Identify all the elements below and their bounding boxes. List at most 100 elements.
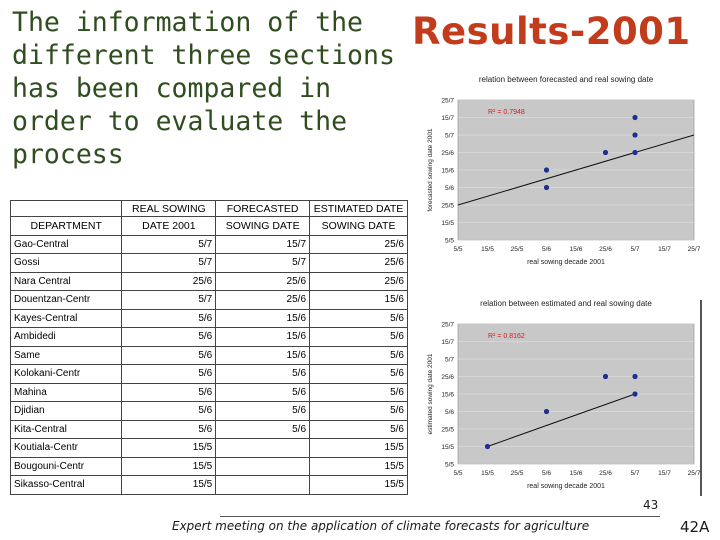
table-header-row: REAL SOWING FORECASTED ESTIMATED DATE (9, 200, 408, 217)
intro-line: The information of the (12, 7, 363, 38)
date-cell: 5/6 (121, 419, 217, 439)
chart-estimated-svg: relation between estimated and real sowi… (427, 299, 701, 490)
y-tick-label: 25/6 (441, 150, 454, 157)
y-tick-label: 15/5 (441, 220, 454, 227)
table-header-cell: SOWING DATE (215, 216, 311, 236)
table-header-cell (9, 200, 123, 217)
date-cell: 5/7 (121, 290, 217, 310)
date-cell: 5/6 (121, 308, 217, 328)
page-number: 43 (643, 498, 659, 512)
y-tick-label: 25/7 (441, 98, 454, 105)
department-cell: Sikasso-Central (9, 475, 123, 495)
department-cell: Douentzan-Centr (9, 290, 123, 310)
chart-estimated-vs-real: relation between estimated and real sowi… (422, 294, 704, 494)
date-cell: 15/5 (309, 475, 408, 495)
y-tick-label: 25/5 (441, 203, 454, 210)
department-cell: Gossi (9, 253, 123, 273)
table-row: Nara Central 25/6 25/6 25/6 (9, 271, 408, 291)
x-axis-label: real sowing decade 2001 (527, 483, 605, 490)
intro-line: has been compared in (12, 73, 332, 104)
x-tick-label: 25/6 (599, 470, 612, 477)
y-tick-label: 5/6 (445, 409, 454, 416)
y-axis-label: forecasted sowing date 2001 (427, 128, 434, 211)
x-tick-label: 5/5 (453, 470, 462, 477)
intro-line: process (12, 139, 124, 170)
x-tick-label: 15/6 (570, 246, 583, 253)
date-cell: 15/6 (215, 308, 311, 328)
date-cell: 5/6 (309, 401, 408, 421)
date-cell: 15/7 (215, 234, 311, 254)
y-tick-label: 5/5 (445, 462, 454, 469)
date-cell (215, 456, 311, 476)
department-cell: Same (9, 345, 123, 365)
table-row: Same 5/6 15/6 5/6 (9, 345, 408, 365)
data-point (543, 167, 550, 173)
department-cell: Nara Central (9, 271, 123, 291)
department-cell: Kayes-Central (9, 308, 123, 328)
footer-divider (220, 516, 660, 517)
date-cell: 15/6 (215, 345, 311, 365)
x-tick-label: 25/7 (688, 470, 701, 477)
date-cell: 5/6 (309, 308, 408, 328)
date-cell: 5/6 (309, 419, 408, 439)
date-cell: 5/7 (215, 253, 311, 273)
date-cell: 5/6 (215, 401, 311, 421)
department-cell: Bougouni-Centr (9, 456, 123, 476)
y-axis-label: estimated sowing date 2001 (427, 353, 434, 434)
y-tick-label: 15/7 (441, 339, 454, 346)
x-axis-label: real sowing decade 2001 (527, 259, 605, 266)
department-cell: Djidian (9, 401, 123, 421)
department-cell: Kita-Central (9, 419, 123, 439)
x-tick-label: 5/5 (453, 246, 462, 253)
r-squared-label: R² = 0.7948 (488, 109, 525, 116)
table-row: Gao-Central 5/7 15/7 25/6 (9, 234, 408, 254)
y-tick-label: 5/7 (445, 357, 454, 364)
date-cell: 5/6 (215, 364, 311, 384)
x-tick-label: 5/7 (630, 246, 639, 253)
x-tick-label: 15/7 (658, 246, 671, 253)
table-row: Kolokani-Centr 5/6 5/6 5/6 (9, 364, 408, 384)
date-cell: 25/6 (121, 271, 217, 291)
chart-title: relation between estimated and real sowi… (480, 299, 652, 308)
date-cell: 5/6 (215, 419, 311, 439)
x-tick-label: 5/7 (630, 470, 639, 477)
x-tick-label: 25/6 (599, 246, 612, 253)
x-tick-label: 25/7 (688, 246, 701, 253)
date-cell (215, 438, 311, 458)
table-header-cell: DATE 2001 (121, 216, 217, 236)
trendline (457, 134, 695, 206)
department-cell: Gao-Central (9, 234, 123, 254)
date-cell: 5/6 (121, 345, 217, 365)
y-tick-label: 15/5 (441, 444, 454, 451)
date-cell: 5/6 (309, 364, 408, 384)
table-row: Sikasso-Central 15/5 15/5 (9, 475, 408, 495)
date-cell: 5/6 (215, 382, 311, 402)
y-tick-label: 15/7 (441, 115, 454, 122)
y-tick-label: 5/5 (445, 238, 454, 245)
table-row: Ambidedi 5/6 15/6 5/6 (9, 327, 408, 347)
table-row: Gossi 5/7 5/7 25/6 (9, 253, 408, 273)
table-row: Mahina 5/6 5/6 5/6 (9, 382, 408, 402)
date-cell: 5/6 (121, 382, 217, 402)
x-tick-label: 15/6 (570, 470, 583, 477)
data-point (632, 149, 638, 156)
date-cell: 5/7 (121, 234, 217, 254)
y-tick-label: 5/6 (445, 185, 454, 192)
date-cell: 5/6 (121, 327, 217, 347)
date-cell: 5/6 (309, 327, 408, 347)
x-tick-label: 25/5 (511, 470, 524, 477)
slide-number: 42A (680, 518, 710, 536)
chart-title: relation between forecasted and real sow… (479, 75, 654, 84)
y-tick-label: 25/7 (441, 322, 454, 329)
y-tick-label: 5/7 (445, 133, 454, 140)
date-cell: 5/7 (121, 253, 217, 273)
trendline (487, 393, 636, 447)
y-tick-label: 15/6 (441, 168, 454, 175)
data-point (632, 114, 638, 121)
data-point (632, 391, 638, 397)
date-cell: 15/6 (215, 327, 311, 347)
table-row: Djidian 5/6 5/6 5/6 (9, 401, 408, 421)
data-point (484, 443, 491, 450)
date-cell: 15/5 (121, 475, 217, 495)
date-cell: 25/6 (309, 253, 408, 273)
